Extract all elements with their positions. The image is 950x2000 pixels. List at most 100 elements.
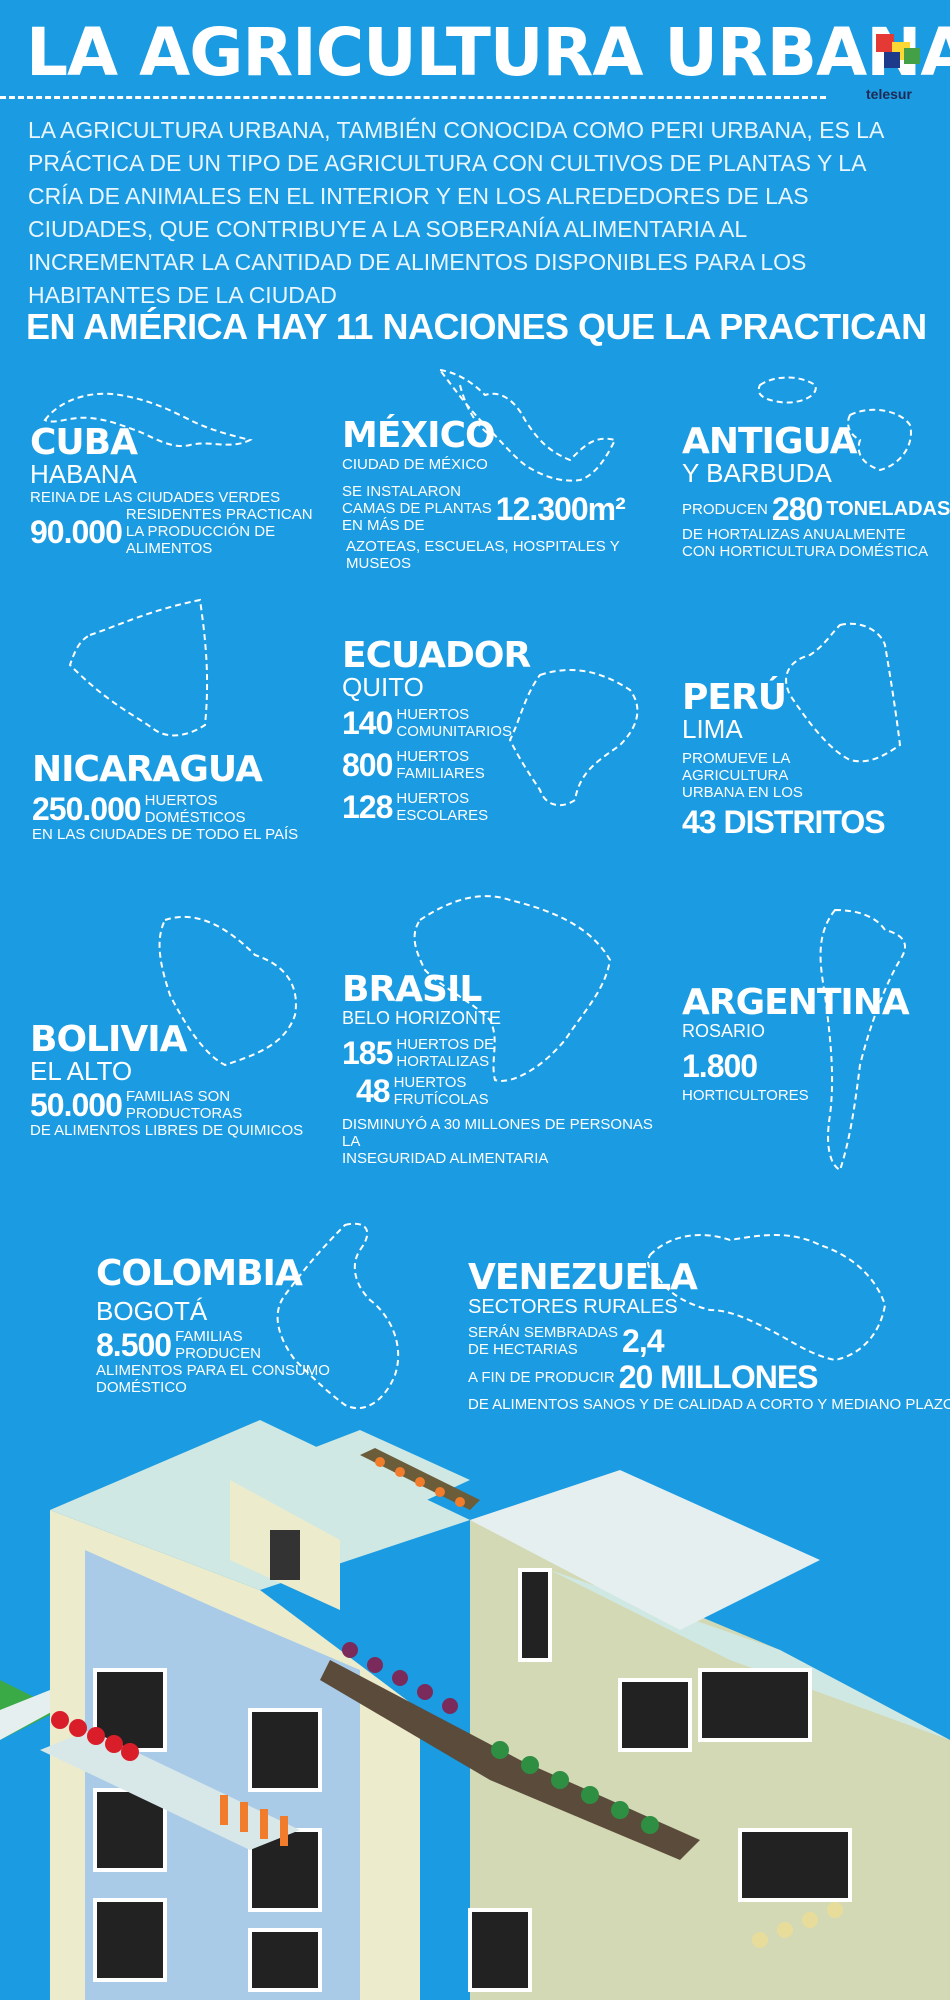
- city-name: BELO HORIZONTE: [342, 1008, 502, 1028]
- stat-text: CAMAS DE PLANTAS: [342, 500, 492, 517]
- stat-text: PRODUCEN: [175, 1345, 261, 1362]
- stat-text: FRUTÍCOLAS: [393, 1091, 489, 1108]
- stat-text: A FIN DE PRODUCIR: [468, 1368, 615, 1386]
- stat-number: 128: [342, 789, 393, 825]
- country-name: PERÚ: [682, 677, 787, 718]
- city-name: CIUDAD DE MÉXICO: [342, 456, 488, 473]
- title-divider: [0, 96, 826, 99]
- stat-text: CON HORTICULTURA DOMÉSTICA: [682, 543, 929, 560]
- stat-row: 250.000 HUERTOS DOMÉSTICOS: [32, 792, 332, 826]
- nicaragua-map: [68, 598, 209, 737]
- stat-row: 128 HUERTOS ESCOLARES: [342, 790, 542, 824]
- stat-text: SERÁN SEMBRADAS: [468, 1324, 619, 1341]
- country-colombia: COLOMBIA BOGOTÁ 8.500 FAMILIAS PRODUCEN …: [96, 1256, 336, 1397]
- venezuela-map: [647, 1234, 887, 1362]
- country-mexico: MÉXICO CIUDAD DE MÉXICO SE INSTALARON CA…: [342, 415, 642, 573]
- cuba-map: [43, 392, 253, 447]
- building-illustration: [0, 1420, 950, 2000]
- stat-text: FAMILIARES: [396, 765, 485, 782]
- stat-text: PROMUEVE LA: [682, 750, 791, 767]
- stat-desc: RESIDENTES PRACTICAN LA PRODUCCIÓN DE AL…: [126, 506, 330, 557]
- city-name: HABANA: [30, 459, 137, 489]
- stat-number: 185: [342, 1035, 393, 1071]
- stat-text: DE ALIMENTOS LIBRES DE QUIMICOS: [30, 1122, 304, 1139]
- stat-text: RESIDENTES PRACTICAN: [125, 506, 313, 523]
- city-name: BOGOTÁ: [96, 1296, 208, 1326]
- brasil-map: [413, 895, 612, 1082]
- city-name: QUITO: [342, 672, 424, 702]
- telesur-logo-icon: [876, 34, 920, 68]
- country-name: CUBA: [30, 422, 138, 463]
- page-title: LA AGRICULTURA URBANA: [26, 14, 950, 91]
- stat-text: EN MÁS DE: [342, 517, 425, 534]
- stat-desc: HUERTOS FAMILIARES: [396, 748, 484, 782]
- stat-text: AGRICULTURA: [682, 767, 789, 784]
- stat-text: DE HECTARIAS: [468, 1341, 578, 1358]
- stat-desc: HUERTOS COMUNITARIOS: [396, 706, 512, 740]
- country-name: ARGENTINA: [682, 982, 910, 1023]
- stat-text: DE HORTALIZAS ANUALMENTE: [682, 526, 906, 543]
- mexico-map: [437, 368, 617, 482]
- intro-paragraph: LA AGRICULTURA URBANA, TAMBIÉN CONOCIDA …: [28, 117, 884, 308]
- stat-desc: HUERTOS ESCOLARES: [396, 790, 488, 824]
- stat-text: HUERTOS DE: [396, 1036, 495, 1053]
- stat-desc: HUERTOS FRUTÍCOLAS: [394, 1074, 489, 1108]
- stat-number: 8.500: [96, 1327, 172, 1363]
- stat-text: INSEGURIDAD ALIMENTARIA: [342, 1150, 549, 1167]
- city-name: LIMA: [682, 714, 743, 744]
- country-name: BRASIL: [342, 969, 482, 1010]
- country-antigua-barbuda: ANTIGUA Y BARBUDA PRODUCEN 280 TONELADAS…: [682, 424, 950, 561]
- stat-number: 1.800: [682, 1048, 758, 1084]
- stat-number: 250.000: [32, 791, 142, 827]
- stat-text: PRODUCTORAS: [125, 1105, 243, 1122]
- stat-desc: FAMILIAS SON PRODUCTORAS: [126, 1088, 242, 1122]
- country-nicaragua: NICARAGUA 250.000 HUERTOS DOMÉSTICOS EN …: [32, 752, 332, 844]
- country-name: ECUADOR: [342, 635, 531, 676]
- stat-number: 43 DISTRITOS: [682, 804, 886, 840]
- stat-number: 12.300m²: [495, 490, 626, 527]
- stat-row: 50.000 FAMILIAS SON PRODUCTORAS: [30, 1088, 330, 1122]
- city-name: Y BARBUDA: [682, 458, 832, 488]
- stat-text: DOMÉSTICO: [96, 1379, 187, 1396]
- stat-text: AZOTEAS, ESCUELAS, HOSPITALES Y MUSEOS: [346, 538, 620, 572]
- stat-text: ESCOLARES: [396, 807, 489, 824]
- stat-text: EN LAS CIUDADES DE TODO EL PAÍS: [32, 826, 299, 843]
- stat-row: 90.000 RESIDENTES PRACTICAN LA PRODUCCIÓ…: [30, 506, 330, 557]
- stat-text: DISMINUYÓ A 30 MILLONES DE PERSONAS LA: [342, 1116, 653, 1150]
- stat-number: 800: [342, 747, 393, 783]
- country-name: BOLIVIA: [30, 1019, 188, 1060]
- stat-text: URBANA EN LOS: [682, 784, 803, 801]
- country-cuba: CUBA HABANA REINA DE LAS CIUDADES VERDES…: [30, 422, 330, 558]
- stat-text: FAMILIAS SON: [125, 1088, 231, 1105]
- stat-number: 90.000: [30, 513, 123, 550]
- stat-row: 8.500 FAMILIAS PRODUCEN: [96, 1328, 336, 1362]
- section-heading: EN AMÉRICA HAY 11 NACIONES QUE LA PRACTI…: [26, 306, 927, 347]
- country-peru: PERÚ LIMA PROMUEVE LA AGRICULTURA URBANA…: [682, 677, 902, 840]
- stat-text: COMUNITARIOS: [396, 723, 512, 740]
- stat-row: SERÁN SEMBRADAS DE HECTARIAS 2,4: [468, 1324, 938, 1358]
- stat-text: HUERTOS: [144, 792, 218, 809]
- city-name: EL ALTO: [30, 1056, 133, 1086]
- stat-text: PRODUCEN: [682, 500, 768, 518]
- stat-text: HUERTOS: [393, 1074, 467, 1091]
- stat-number: 2,4: [622, 1323, 664, 1359]
- stat-text: SE INSTALARON: [342, 483, 461, 500]
- country-bolivia: BOLIVIA EL ALTO 50.000 FAMILIAS SON PROD…: [30, 1019, 330, 1140]
- bolivia-map: [158, 915, 297, 1067]
- stat-desc: FAMILIAS PRODUCEN: [175, 1328, 261, 1362]
- stat-row: PRODUCEN 280 TONELADAS: [682, 491, 950, 527]
- country-name: MÉXICO: [342, 415, 496, 456]
- stat-text: DE ALIMENTOS SANOS Y DE CALIDAD A CORTO …: [468, 1396, 950, 1413]
- country-name: VENEZUELA: [468, 1257, 698, 1298]
- stat-text: HORTALIZAS: [396, 1053, 490, 1070]
- stat-desc: SE INSTALARON CAMAS DE PLANTAS EN MÁS DE: [342, 483, 492, 534]
- stat-text: DOMÉSTICOS: [144, 809, 246, 826]
- stat-row: 800 HUERTOS FAMILIARES: [342, 748, 542, 782]
- stat-number: 50.000: [30, 1087, 123, 1123]
- stat-text: HUERTOS: [396, 706, 470, 723]
- ecuador-map: [508, 669, 639, 807]
- stat-unit: TONELADAS: [826, 497, 950, 520]
- country-brasil: BRASIL BELO HORIZONTE 185 HUERTOS DE HORT…: [342, 969, 662, 1168]
- stat-number: 280: [771, 491, 823, 527]
- stat-number: 140: [342, 705, 393, 741]
